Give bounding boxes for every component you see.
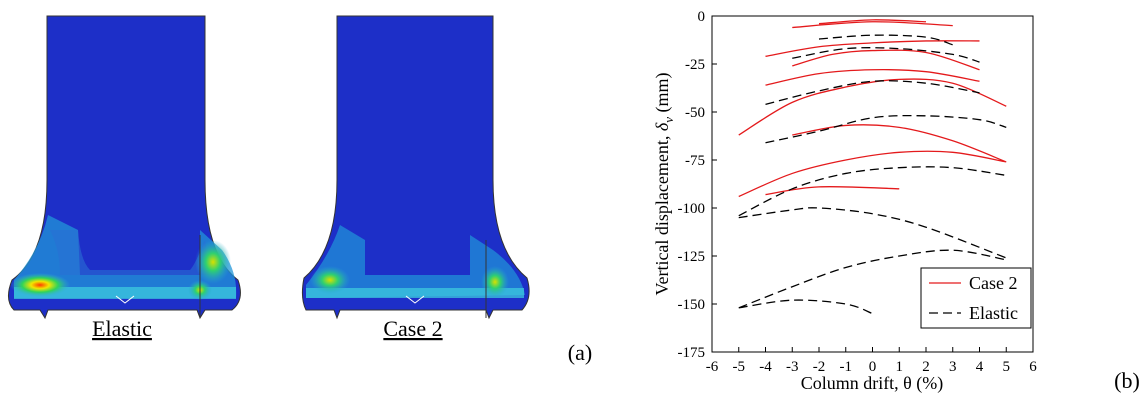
legend-label: Elastic [969,303,1018,323]
x-tick-label: 5 [1003,359,1011,375]
x-tick-label: -3 [786,359,799,375]
chart: Column drift, θ (%) Vertical displacemen… [652,9,1037,394]
y-tick-label: -50 [685,105,705,121]
x-tick-label: -5 [733,359,746,375]
x-tick-label: -2 [813,359,826,375]
panel-label: (a) [568,340,592,365]
y-label-part: Vertical displacement, [652,131,672,295]
y-tick-label: -75 [685,153,705,169]
caption: Case 2 [383,316,442,341]
x-tick-label: 4 [976,359,984,375]
fe-case2 [302,16,529,318]
page: {"figure": {"captions": ["Elastic", "Cas… [0,0,1147,397]
x-tick-label: 0 [869,359,877,375]
panel-label: (b) [1114,368,1140,393]
legend-label: Case 2 [969,273,1018,293]
y-tick-label: -25 [685,57,705,73]
x-tick-label: 1 [896,359,904,375]
x-tick-label: 3 [949,359,957,375]
y-label-part: (mm) [652,72,673,117]
x-tick-label: -1 [840,359,853,375]
y-tick-label: -100 [678,201,706,217]
y-tick-label: -175 [678,345,706,361]
x-tick-label: -6 [706,359,719,375]
x-axis-label: Column drift, θ (%) [801,373,944,394]
x-tick-label: -4 [759,359,772,375]
y-tick-label: 0 [698,9,706,25]
x-tick-label: 2 [922,359,930,375]
y-tick-label: -125 [678,249,706,265]
x-tick-label: 6 [1029,359,1037,375]
caption: Elastic [92,316,152,341]
fe-elastic [8,16,240,318]
y-tick-label: -150 [678,297,706,313]
figure: Elastic Case 2 (a) (b) Column drift, θ (… [0,0,1147,397]
y-axis-label: Vertical displacement, δv (mm) [652,72,676,295]
